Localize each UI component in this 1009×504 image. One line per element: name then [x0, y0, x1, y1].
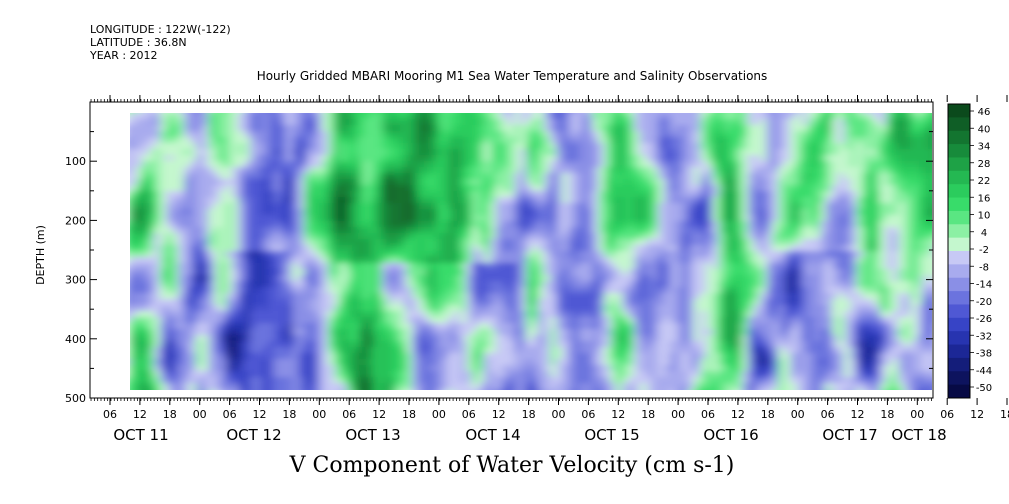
x-day-label: OCT 14	[465, 426, 520, 444]
colorbar-swatch	[948, 144, 970, 158]
x-hour-tick-label: 18	[880, 408, 894, 421]
metadata-block: LONGITUDE : 122W(-122) LATITUDE : 36.8N …	[90, 23, 231, 62]
colorbar-swatch	[948, 384, 970, 399]
longitude-label: LONGITUDE : 122W(-122)	[90, 23, 231, 36]
x-day-label: OCT 15	[584, 426, 639, 444]
x-hour-tick-label: 00	[671, 408, 685, 421]
x-hour-tick-label: 06	[581, 408, 595, 421]
x-hour-tick-label: 06	[821, 408, 835, 421]
x-day-label: OCT 17	[822, 426, 877, 444]
colorbar-swatch	[948, 304, 970, 319]
colorbar-level-label: -50	[976, 383, 992, 394]
colorbar-swatch	[948, 224, 970, 239]
x-hour-tick-label: 06	[342, 408, 356, 421]
colorbar-level-label: 28	[978, 159, 991, 170]
colorbar-level-label: 10	[978, 211, 991, 222]
colorbar-level-label: -26	[976, 314, 992, 325]
x-hour-tick-label: 00	[432, 408, 446, 421]
chart-title: Hourly Gridded MBARI Mooring M1 Sea Wate…	[256, 69, 768, 83]
colorbar-swatch	[948, 291, 970, 305]
x-hour-tick-label: 00	[552, 408, 566, 421]
colorbar-swatch	[948, 344, 970, 359]
y-tick-label: 200	[65, 214, 86, 227]
colorbar-swatch	[948, 170, 970, 185]
x-day-label: OCT 13	[345, 426, 400, 444]
colorbar-swatch	[948, 130, 970, 145]
variable-title: V Component of Water Velocity (cm s-1)	[289, 453, 735, 478]
heatmap-field	[130, 113, 932, 390]
y-tick-label: 300	[65, 274, 86, 287]
colorbar-swatch	[948, 357, 970, 372]
colorbar-level-label: -32	[976, 331, 992, 342]
x-hour-tick-label: 12	[133, 408, 147, 421]
colorbar-level-label: -2	[979, 245, 989, 256]
y-axis-label: DEPTH (m)	[34, 225, 47, 285]
x-hour-tick-label: 18	[1000, 408, 1009, 421]
x-hour-tick-label: 18	[402, 408, 416, 421]
colorbar-swatch	[948, 197, 970, 212]
x-day-label: OCT 11	[113, 426, 168, 444]
colorbar-swatch	[948, 237, 970, 252]
x-axis-ticks: 06 12 18 00 06 12 18 00 06 12 18 00 06 12 18 00 06 12 18 00…	[90, 95, 1009, 444]
x-hour-tick-label: 12	[253, 408, 267, 421]
colorbar-swatch	[948, 277, 970, 292]
colorbar-level-label: -8	[979, 262, 989, 273]
x-hour-tick-label: 00	[791, 408, 805, 421]
x-hour-tick-label: 12	[851, 408, 865, 421]
latitude-label: LATITUDE : 36.8N	[90, 36, 187, 49]
x-hour-tick-label: 06	[223, 408, 237, 421]
colorbar-swatch	[948, 317, 970, 332]
colorbar-level-label: -14	[976, 280, 992, 291]
x-hour-tick-label: 12	[372, 408, 386, 421]
colorbar-level-label: 16	[978, 193, 991, 204]
colorbar-level-label: -44	[976, 366, 992, 377]
colorbar-swatch	[948, 104, 970, 118]
y-tick-label: 500	[65, 392, 86, 405]
x-hour-tick-label: 00	[312, 408, 326, 421]
x-hour-tick-label: 18	[282, 408, 296, 421]
x-hour-tick-label: 00	[193, 408, 207, 421]
y-tick-label: 100	[65, 155, 86, 168]
x-day-label: OCT 12	[226, 426, 281, 444]
y-tick-label: 400	[65, 333, 86, 346]
colorbar-swatch	[948, 117, 970, 132]
x-day-label: OCT 18	[891, 426, 946, 444]
colorbar-level-label: 40	[978, 124, 991, 135]
colorbar-swatch	[948, 157, 970, 172]
x-day-label: OCT 16	[703, 426, 758, 444]
year-label: YEAR : 2012	[90, 49, 158, 62]
colorbar-level-label: -38	[976, 349, 992, 360]
x-hour-tick-label: 06	[462, 408, 476, 421]
x-hour-tick-label: 18	[641, 408, 655, 421]
colorbar-swatch	[948, 264, 970, 279]
x-hour-tick-label: 18	[163, 408, 177, 421]
colorbar-level-label: 22	[978, 176, 991, 187]
x-hour-tick-label: 06	[701, 408, 715, 421]
x-hour-tick-label: 00	[910, 408, 924, 421]
colorbar-swatch	[948, 371, 970, 386]
colorbar-level-label: 34	[978, 142, 991, 153]
x-hour-tick-label: 12	[611, 408, 625, 421]
y-axis-ticks: 100 200 300 400 500	[65, 131, 933, 405]
x-hour-tick-label: 18	[761, 408, 775, 421]
x-hour-tick-label: 12	[970, 408, 984, 421]
colorbar: 46 40 34 28 22 16 10 4 -2 -8 -14 -20 -26 -32 -38 -44 -50	[947, 103, 992, 399]
colorbar-swatch	[948, 184, 970, 199]
colorbar-level-label: -20	[976, 297, 992, 308]
x-hour-tick-label: 06	[103, 408, 117, 421]
colorbar-swatch	[948, 210, 970, 225]
x-hour-tick-label: 06	[940, 408, 954, 421]
colorbar-swatch	[948, 251, 970, 265]
x-hour-tick-label: 12	[731, 408, 745, 421]
colorbar-level-label: 4	[981, 228, 987, 239]
x-hour-tick-label: 12	[492, 408, 506, 421]
colorbar-level-label: 46	[978, 107, 991, 118]
colorbar-swatch	[948, 331, 970, 346]
x-hour-tick-label: 18	[522, 408, 536, 421]
